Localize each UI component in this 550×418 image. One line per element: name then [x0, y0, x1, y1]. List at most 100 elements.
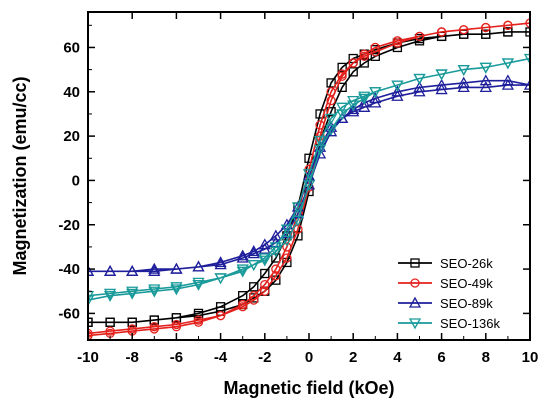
data-point — [247, 245, 260, 257]
data-point — [236, 264, 249, 276]
data-point — [249, 282, 259, 292]
data-point — [503, 20, 513, 30]
data-point — [271, 253, 281, 263]
data-point — [479, 74, 492, 86]
data-point — [103, 288, 117, 300]
data-point — [392, 36, 403, 46]
data-point — [358, 93, 371, 105]
data-point — [324, 113, 338, 125]
data-point — [170, 284, 183, 296]
data-point — [481, 29, 491, 39]
data-point — [280, 235, 294, 247]
data-point — [523, 53, 530, 65]
data-point — [258, 238, 271, 250]
y-tick-label: 20 — [63, 128, 80, 145]
data-point — [326, 87, 336, 97]
x-tick-label: 8 — [482, 349, 490, 366]
data-point — [435, 69, 448, 81]
data-point — [370, 42, 380, 53]
data-point — [315, 120, 325, 130]
data-point — [348, 67, 358, 77]
data-point — [258, 242, 271, 254]
data-point — [192, 260, 205, 272]
data-point — [413, 73, 426, 85]
data-point — [192, 277, 205, 289]
data-point — [236, 251, 249, 263]
data-point — [282, 253, 292, 263]
data-point — [525, 27, 530, 37]
y-axis-title: Magnetization (emu/cc) — [10, 76, 30, 275]
data-point — [459, 25, 469, 35]
y-tick-label: -60 — [58, 305, 80, 322]
data-point — [326, 95, 336, 106]
data-point — [88, 317, 93, 327]
data-point — [127, 317, 137, 327]
data-point — [501, 58, 515, 70]
data-point — [171, 313, 182, 323]
data-point — [347, 105, 360, 117]
data-point — [103, 291, 117, 303]
x-tick-label: -6 — [170, 349, 183, 366]
data-point — [149, 315, 159, 325]
data-point — [291, 202, 305, 214]
x-tick-label: -2 — [258, 349, 271, 366]
data-point — [247, 247, 260, 259]
data-point — [214, 273, 227, 285]
legend-swatch-marker — [408, 296, 422, 308]
data-point — [337, 62, 347, 73]
x-tick-label: 2 — [349, 349, 357, 366]
data-point — [501, 74, 515, 86]
data-point — [269, 246, 282, 258]
data-point — [293, 231, 303, 241]
data-point — [170, 282, 183, 294]
data-point — [359, 49, 369, 59]
data-point — [391, 80, 404, 92]
legend-item: SEO-89k — [398, 296, 493, 311]
data-point — [105, 326, 115, 336]
data-point — [336, 109, 349, 121]
data-point — [457, 76, 470, 88]
y-tick-label: 0 — [72, 172, 80, 189]
x-tick-label: -4 — [214, 349, 228, 366]
y-tick-label: 40 — [63, 84, 80, 101]
data-point — [523, 78, 530, 90]
x-tick-label: -10 — [77, 349, 99, 366]
data-point — [414, 31, 425, 42]
data-point — [214, 258, 227, 270]
data-point — [435, 78, 448, 90]
legend: SEO-26k SEO-49k SEO-89k SEO-136k — [398, 256, 500, 331]
data-point — [291, 215, 305, 227]
data-point — [105, 317, 115, 327]
legend-swatch-marker — [408, 318, 422, 330]
data-point — [358, 91, 371, 103]
data-point — [258, 253, 271, 265]
data-point — [280, 224, 294, 236]
data-point — [348, 58, 358, 68]
data-point — [214, 256, 227, 268]
legend-label: SEO-136k — [440, 316, 500, 331]
legend-swatch-marker — [410, 278, 420, 288]
data-point — [103, 264, 117, 276]
data-point — [336, 102, 349, 114]
data-point — [359, 58, 369, 68]
data-point — [337, 71, 347, 81]
data-point — [304, 153, 314, 163]
data-point — [481, 22, 491, 33]
data-point — [391, 85, 404, 97]
data-point — [126, 288, 139, 300]
y-tick-label: -20 — [58, 217, 80, 234]
data-point — [192, 279, 205, 291]
x-tick-label: 0 — [305, 349, 313, 366]
x-tick-label: 10 — [522, 349, 539, 366]
legend-label: SEO-26k — [440, 256, 493, 271]
legend-label: SEO-89k — [440, 296, 493, 311]
data-point — [457, 64, 470, 76]
data-point — [238, 291, 248, 301]
data-point — [313, 135, 327, 147]
legend-swatch-marker — [410, 258, 420, 268]
legend-label: SEO-49k — [440, 276, 493, 291]
data-point — [88, 328, 93, 339]
data-point — [127, 324, 137, 334]
